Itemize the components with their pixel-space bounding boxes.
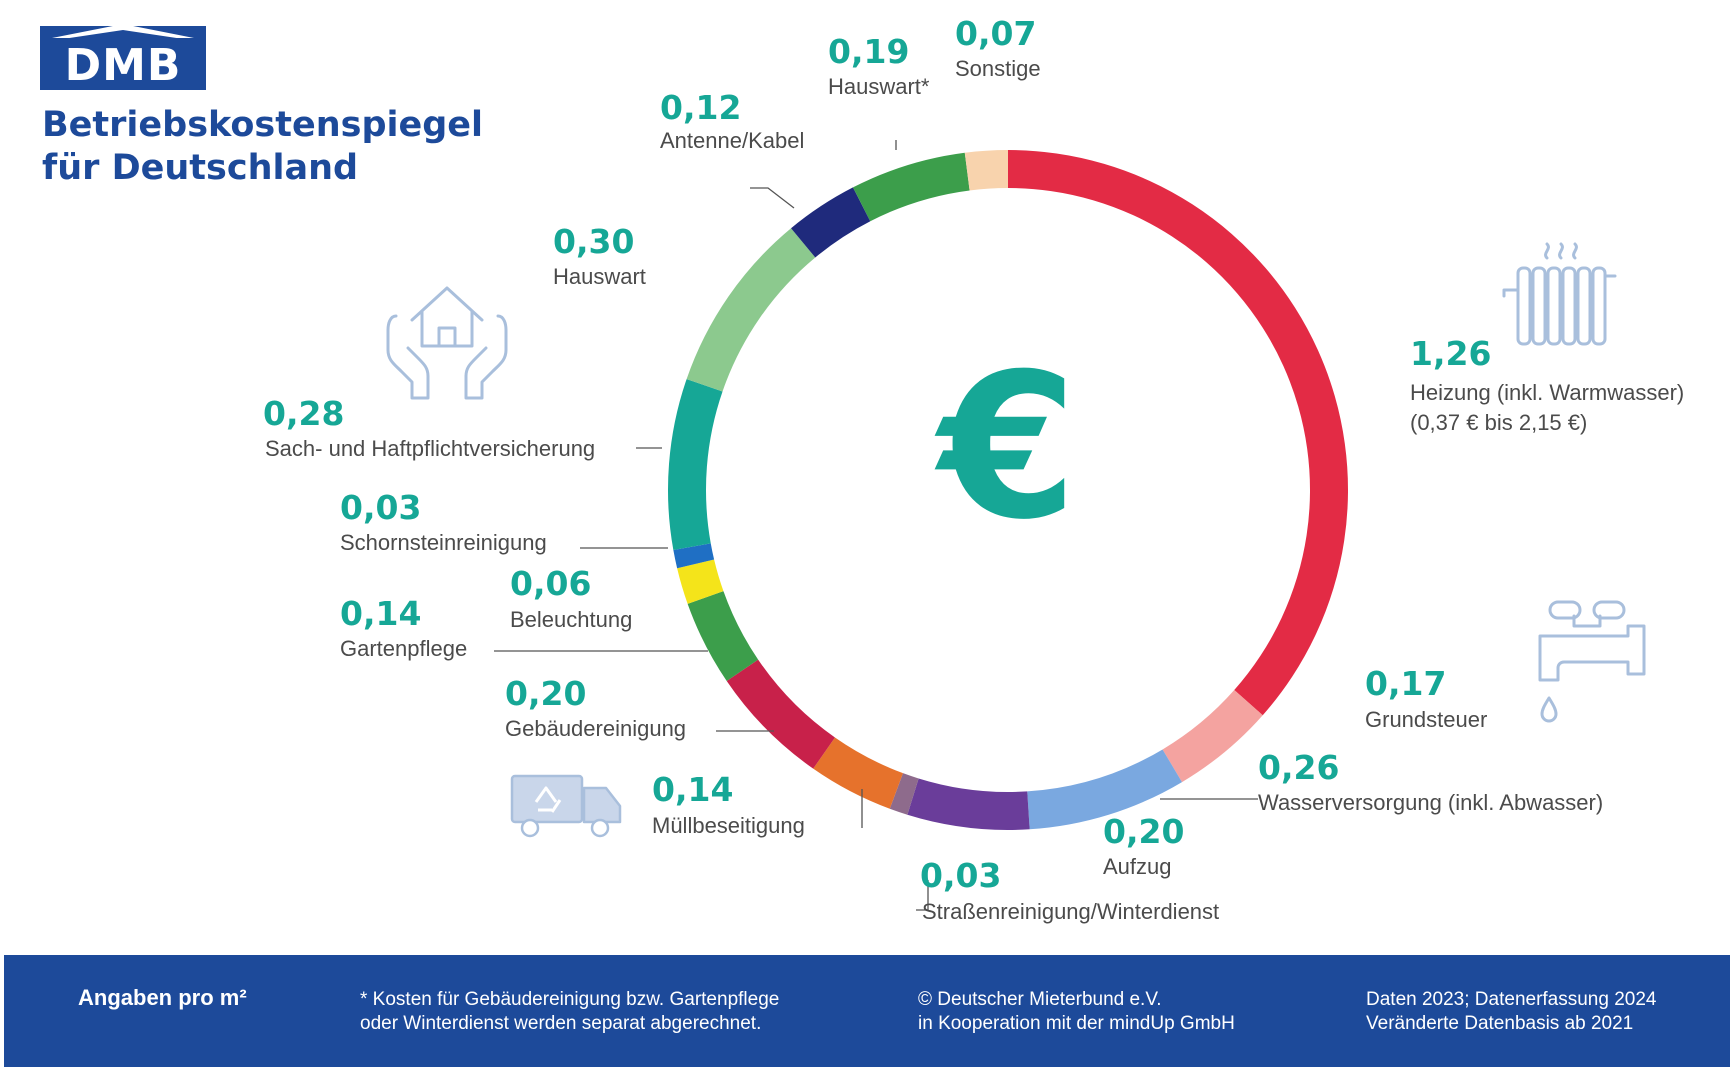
value-gartenpflege: 0,14 xyxy=(340,594,422,633)
title-line-1: Betriebskostenspiegel xyxy=(42,105,484,145)
title-line-2: für Deutschland xyxy=(42,148,359,188)
label-grundsteuer: Grundsteuer xyxy=(1365,707,1488,732)
label-schornstein: Schornsteinreinigung xyxy=(340,530,547,555)
footer-copyright-1: © Deutscher Mieterbund e.V. xyxy=(918,989,1162,1010)
label-beleuchtung: Beleuchtung xyxy=(510,607,633,632)
donut-segment-4 xyxy=(889,773,919,815)
radiator-icon xyxy=(1502,242,1617,346)
label-muell: Müllbeseitigung xyxy=(652,813,805,838)
label-strassenreinigung: Straßenreinigung/Winterdienst xyxy=(922,899,1220,924)
donut-segment-6 xyxy=(726,659,835,769)
euro-symbol: € xyxy=(934,331,1077,564)
value-heizung: 1,26 xyxy=(1410,334,1492,373)
leader-line-0 xyxy=(750,187,795,209)
value-hauswart: 0,30 xyxy=(553,222,635,261)
donut-segment-9 xyxy=(673,543,715,569)
label-antenne: Antenne/Kabel xyxy=(660,128,805,153)
donut-segment-1 xyxy=(1162,690,1263,783)
value-grundsteuer: 0,17 xyxy=(1365,664,1447,703)
donut-chart: € xyxy=(494,140,1348,911)
donut-segment-2 xyxy=(1027,749,1183,830)
dmb-logo: DMB xyxy=(40,26,206,90)
value-schornstein: 0,03 xyxy=(340,488,422,527)
label-hauswart-star: Hauswart* xyxy=(828,74,930,99)
value-wasser: 0,26 xyxy=(1258,748,1340,787)
donut-segment-0 xyxy=(1008,150,1348,716)
footer-data-1: Daten 2023; Datenerfassung 2024 xyxy=(1366,989,1657,1010)
label-gebaeudereinigung: Gebäudereinigung xyxy=(505,716,687,741)
value-sonstige: 0,07 xyxy=(955,14,1037,53)
donut-segment-5 xyxy=(813,737,903,809)
label-aufzug: Aufzug xyxy=(1103,854,1172,879)
donut-segment-10 xyxy=(668,379,723,551)
house-hands-icon xyxy=(386,286,508,400)
page-title: Betriebskostenspiegel für Deutschland xyxy=(42,104,483,190)
value-antenne: 0,12 xyxy=(660,88,742,127)
label-hauswart: Hauswart xyxy=(553,264,646,289)
footer-copyright-2: in Kooperation mit der mindUp GmbH xyxy=(918,1013,1235,1034)
donut-segment-13 xyxy=(852,152,970,222)
label-heizung: Heizung (inkl. Warmwasser) xyxy=(1410,380,1685,405)
value-beleuchtung: 0,06 xyxy=(510,564,592,603)
footer-footnote-1: * Kosten für Gebäudereinigung bzw. Garte… xyxy=(360,989,780,1010)
water-tap-icon xyxy=(1538,600,1646,723)
donut-segment-8 xyxy=(677,559,724,604)
value-gebaeudereinigung: 0,20 xyxy=(505,674,587,713)
donut-segment-12 xyxy=(791,187,871,258)
value-muell: 0,14 xyxy=(652,770,734,809)
donut-segments xyxy=(668,150,1348,830)
footer-unit-label: Angaben pro m² xyxy=(78,985,247,1010)
garbage-truck-icon xyxy=(510,774,622,838)
donut-segment-7 xyxy=(687,591,759,681)
leader-lines xyxy=(494,140,1258,911)
footer-bar: Angaben pro m² * Kosten für Gebäudereini… xyxy=(4,955,1730,1067)
footer-footnote-2: oder Winterdienst werden separat abgerec… xyxy=(360,1013,762,1034)
value-aufzug: 0,20 xyxy=(1103,812,1185,851)
value-strassenreinigung: 0,03 xyxy=(920,856,1002,895)
value-versicherung: 0,28 xyxy=(263,394,345,433)
value-hauswart-star: 0,19 xyxy=(828,32,910,71)
note-heizung: (0,37 € bis 2,15 €) xyxy=(1410,410,1588,435)
logo-text: DMB xyxy=(64,40,182,90)
leader-line-7 xyxy=(916,880,929,911)
label-gartenpflege: Gartenpflege xyxy=(340,636,468,661)
label-versicherung: Sach- und Haftpflichtversicherung xyxy=(265,436,596,461)
donut-segment-3 xyxy=(907,778,1030,830)
donut-segment-11 xyxy=(686,228,816,392)
label-sonstige: Sonstige xyxy=(955,56,1041,81)
donut-segment-14 xyxy=(964,150,1008,191)
footer-data-2: Veränderte Datenbasis ab 2021 xyxy=(1366,1013,1634,1034)
label-wasser: Wasserversorgung (inkl. Abwasser) xyxy=(1258,790,1604,815)
